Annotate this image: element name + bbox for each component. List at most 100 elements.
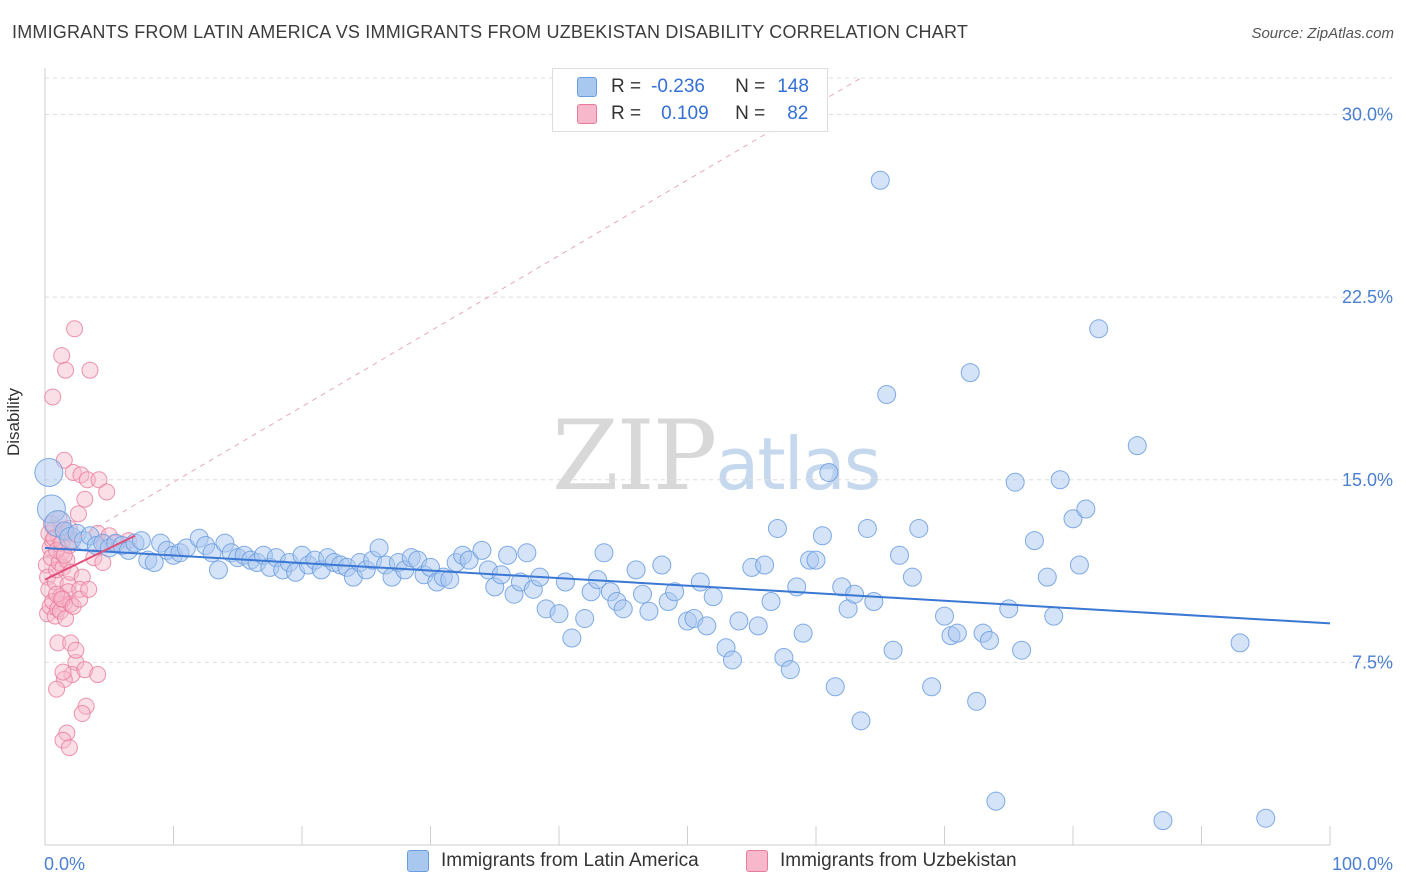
latin-america-point [761,592,781,612]
uzbekistan-point [76,661,94,679]
y-axis-label: Disability [4,387,23,456]
latin-america-point [986,791,1006,811]
legend-row-uzbekistan: R = 0.109 N = 82 [577,100,808,128]
correlation-legend: R = -0.236 N = 148 R = 0.109 N = 82 [552,68,828,132]
n-label: N = [735,76,766,97]
uzbekistan-point [80,580,98,598]
latin-america-point [819,462,839,482]
uzbekistan-trend-line [44,534,136,581]
latin-america-point [780,660,800,680]
latin-america-point [1230,633,1250,653]
source-label: Source: ZipAtlas.com [1251,25,1394,42]
latin-america-point [652,555,672,575]
latin-america-point [498,545,518,565]
latin-america-point [729,611,749,631]
uzbekistan-point [89,666,107,684]
latin-america-point [703,587,723,607]
uzbekistan-point [64,597,82,615]
latin-america-point [1089,319,1109,339]
y-tick-label: 22.5% [1342,287,1393,307]
n-value: 82 [787,103,809,124]
latin-america-point [947,623,967,643]
x-tick-label-max: 100.0% [1332,854,1393,874]
latin-america-point [369,538,389,558]
latin-america-point [459,550,479,570]
latin-america-point [665,582,685,602]
latin-america-point [208,560,228,580]
latin-america-point [517,543,537,563]
legend-swatch-pink [577,104,597,124]
latin-america-point [575,609,595,629]
uzbekistan-point [48,680,66,698]
latin-america-point [1005,472,1025,492]
uzbekistan-point [71,580,89,598]
latin-america-point [812,526,832,546]
legend-swatch-pink [746,850,768,872]
latin-america-point [793,623,813,643]
latin-america-point [722,650,742,670]
latin-america-point [883,640,903,660]
x-tick-label-min: 0.0% [44,854,85,874]
latin-america-point [549,604,569,624]
legend-swatch-blue [407,850,429,872]
uzbekistan-point [98,483,116,501]
uzbekistan-point [60,739,78,757]
uzbekistan-point [69,505,87,523]
legend-swatch-blue [577,77,597,97]
uzbekistan-point [66,320,84,338]
uzbekistan-point [62,595,80,613]
latin-america-point [555,572,575,592]
latin-america-point [1153,811,1173,831]
latin-america-point [562,628,582,648]
uzbekistan-point [67,641,85,659]
uzbekistan-point [73,705,91,723]
latin-america-point [909,518,929,538]
r-value: -0.236 [651,76,705,97]
trend-lines [44,77,1331,625]
latin-america-point [877,385,897,405]
bottom-legend-latin-america: Immigrants from Latin America [407,850,699,872]
r-label: R = [611,76,642,97]
latin-america-point [870,170,890,190]
uzbekistan-point [76,490,94,508]
reference-line [44,77,862,559]
latin-america-point [626,560,646,580]
r-value: 0.109 [661,103,709,124]
latin-america-point [979,630,999,650]
latin-america-point [967,691,987,711]
n-label: N = [735,103,766,124]
latin-america-point [131,531,151,551]
latin-america-point [472,540,492,560]
r-label: R = [611,103,642,124]
latin-america-point [755,555,775,575]
latin-america-point [440,570,460,590]
latin-america-point [825,677,845,697]
latin-america-point [857,518,877,538]
bottom-legend-uzbekistan: Immigrants from Uzbekistan [746,850,1017,872]
uzbekistan-point [78,471,96,489]
latin-america-point [1256,808,1276,828]
latin-america-point [690,572,710,592]
uzbekistan-point [44,388,62,406]
y-tick-label: 7.5% [1352,652,1393,672]
latin-america-point [1037,567,1057,587]
y-tick-label: 30.0% [1342,105,1393,125]
latin-america-point [1063,509,1083,529]
latin-america-point [864,592,884,612]
latin-america-point [922,677,942,697]
legend-label: Immigrants from Uzbekistan [780,850,1017,871]
latin-america-point [1127,436,1147,456]
uzbekistan-point [54,731,72,749]
latin-america-point [767,518,787,538]
legend-label: Immigrants from Latin America [441,850,699,871]
uzbekistan-point [49,634,67,652]
latin-america-point [613,599,633,619]
latin-america-point [806,550,826,570]
grid-layer [45,77,1392,663]
uzbekistan-point [54,663,72,681]
latin-america-point [633,584,653,604]
uzbekistan-point [53,347,71,365]
latin-america-point [1050,470,1070,490]
latin-america-point [890,545,910,565]
